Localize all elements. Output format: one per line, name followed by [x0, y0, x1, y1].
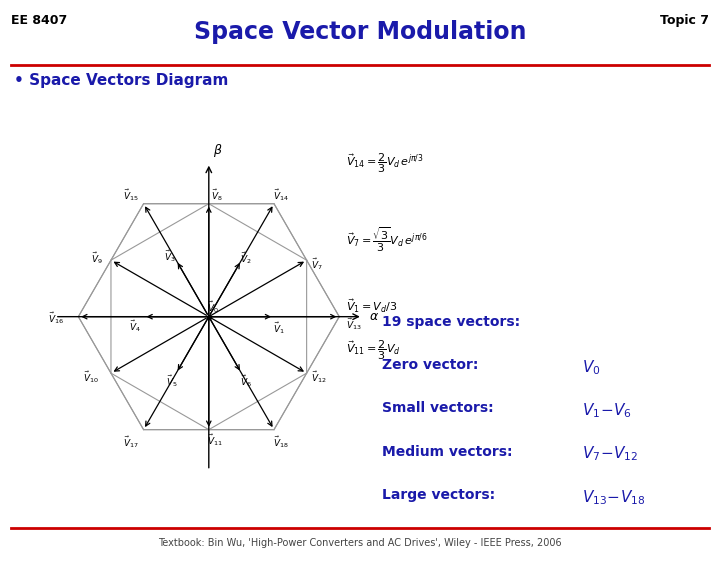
Text: Small vectors:: Small vectors:: [382, 401, 493, 415]
Text: $\vec{V}_{14} = \dfrac{2}{3}V_d\,e^{j\pi/3}$: $\vec{V}_{14} = \dfrac{2}{3}V_d\,e^{j\pi…: [346, 152, 423, 175]
Text: $\vec{V}_{15}$: $\vec{V}_{15}$: [122, 188, 138, 203]
Text: Medium vectors:: Medium vectors:: [382, 445, 512, 459]
Text: $\vec{V}_7 = \dfrac{\sqrt{3}}{3}V_d\,e^{j\pi/6}$: $\vec{V}_7 = \dfrac{\sqrt{3}}{3}V_d\,e^{…: [346, 226, 428, 254]
Text: $V_0$: $V_0$: [582, 358, 601, 377]
Text: $\vec{V}_{16}$: $\vec{V}_{16}$: [48, 311, 64, 327]
Text: $\beta$: $\beta$: [212, 142, 222, 159]
Text: $\vec{V}_7$: $\vec{V}_7$: [310, 256, 323, 271]
Text: $V_7 \!-\! V_{12}$: $V_7 \!-\! V_{12}$: [582, 445, 639, 463]
Text: $\vec{V}_8$: $\vec{V}_8$: [211, 188, 222, 203]
Text: $V_1 \!-\! V_6$: $V_1 \!-\! V_6$: [582, 401, 632, 420]
Text: Space Vector Modulation: Space Vector Modulation: [194, 20, 526, 44]
Text: Large vectors:: Large vectors:: [382, 488, 495, 502]
Text: $\vec{V}_{14}$: $\vec{V}_{14}$: [274, 188, 289, 203]
Text: $\vec{V}_{17}$: $\vec{V}_{17}$: [122, 434, 138, 450]
Text: $\vec{V}_{18}$: $\vec{V}_{18}$: [274, 434, 289, 450]
Text: $\vec{V}_{11}$: $\vec{V}_{11}$: [207, 432, 222, 448]
Text: EE 8407: EE 8407: [11, 14, 67, 27]
Text: $\vec{V}_5$: $\vec{V}_5$: [166, 373, 178, 389]
Text: $\vec{V}_9$: $\vec{V}_9$: [91, 250, 103, 266]
Text: • Space Vectors Diagram: • Space Vectors Diagram: [14, 73, 229, 88]
Text: $V_{13} \!-\! V_{18}$: $V_{13} \!-\! V_{18}$: [582, 488, 646, 506]
Text: $\vec{V}_6$: $\vec{V}_6$: [240, 373, 252, 389]
Text: $\vec{V}_1$: $\vec{V}_1$: [274, 320, 285, 336]
Text: $\vec{V}_{11} = \dfrac{2}{3}V_d$: $\vec{V}_{11} = \dfrac{2}{3}V_d$: [346, 338, 400, 362]
Text: Zero vector:: Zero vector:: [382, 358, 478, 372]
Text: $\vec{V}_1 = V_d/3$: $\vec{V}_1 = V_d/3$: [346, 298, 397, 315]
Text: Topic 7: Topic 7: [660, 14, 709, 27]
Text: $\vec{V}_{13}$: $\vec{V}_{13}$: [346, 316, 361, 332]
Text: Textbook: Bin Wu, 'High-Power Converters and AC Drives', Wiley - IEEE Press, 200: Textbook: Bin Wu, 'High-Power Converters…: [158, 538, 562, 548]
Text: $\vec{V}_4$: $\vec{V}_4$: [128, 319, 140, 334]
Text: $\vec{V}_{12}$: $\vec{V}_{12}$: [310, 369, 326, 385]
Text: 19 space vectors:: 19 space vectors:: [382, 315, 520, 329]
Text: $\vec{V}_0$: $\vec{V}_0$: [207, 299, 219, 315]
Text: $\vec{V}_2$: $\vec{V}_2$: [240, 250, 252, 266]
Text: $\vec{V}_3$: $\vec{V}_3$: [164, 248, 176, 264]
Text: $\vec{V}_{10}$: $\vec{V}_{10}$: [84, 369, 99, 385]
Text: $\alpha$: $\alpha$: [369, 310, 379, 323]
